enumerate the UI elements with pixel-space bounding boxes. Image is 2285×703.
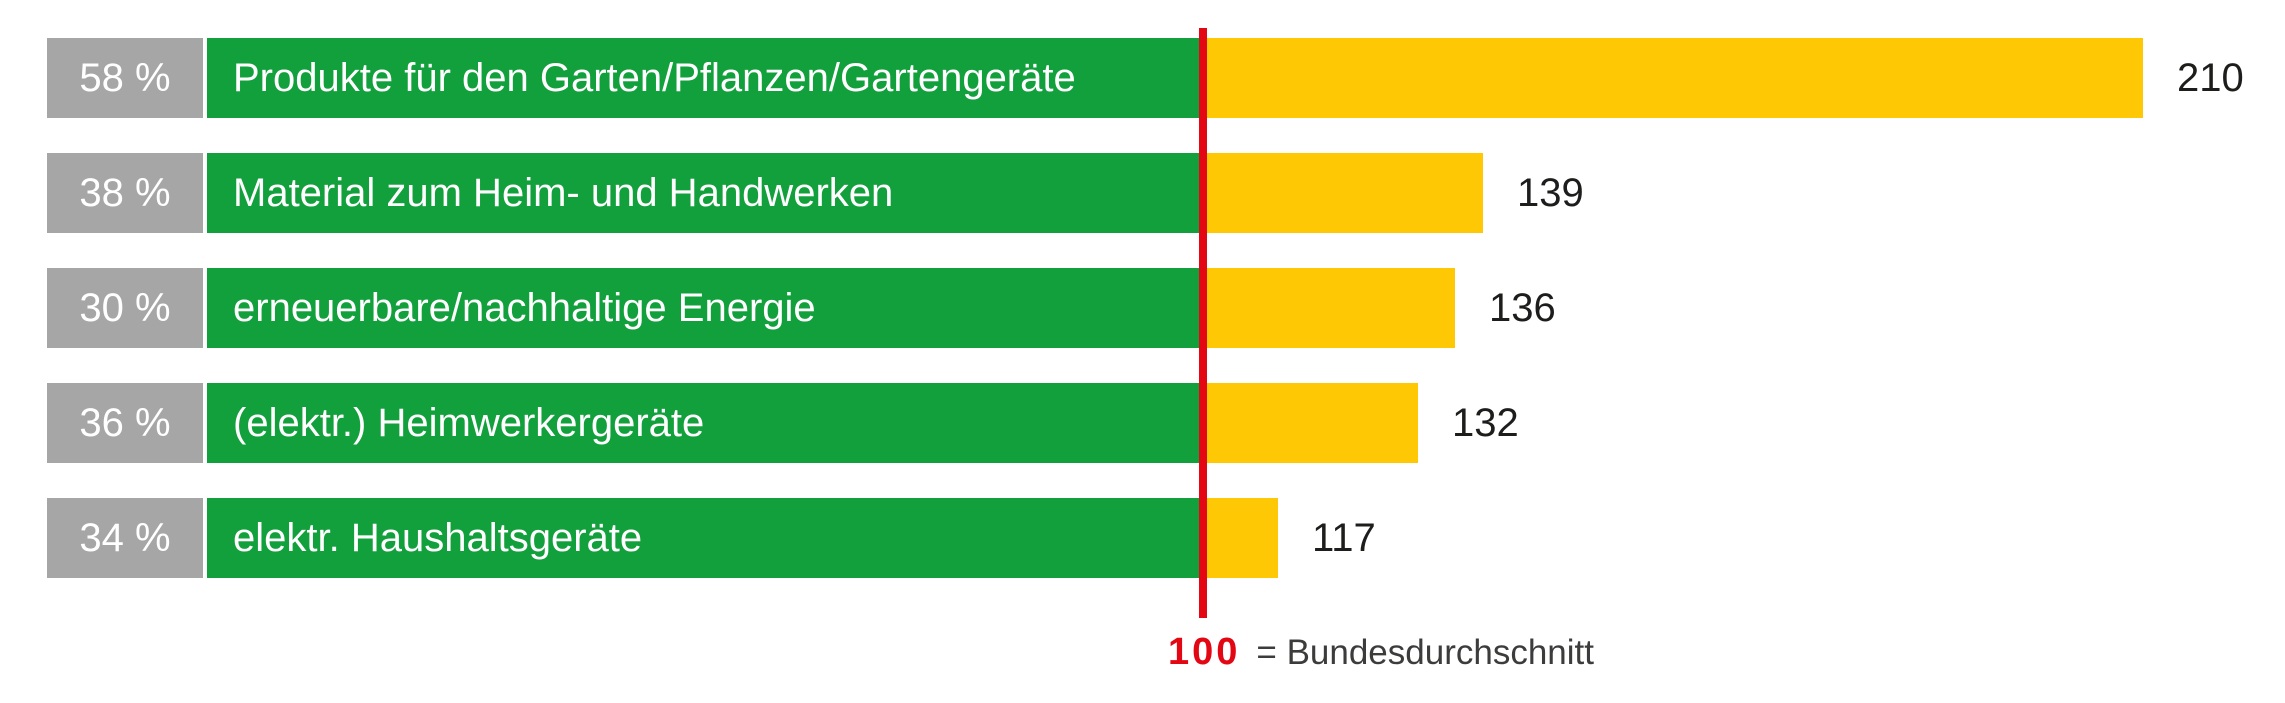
percent-box: 34 % <box>47 498 203 578</box>
percent-box: 58 % <box>47 38 203 118</box>
index-bar-wrap: 210 <box>1207 38 2244 118</box>
index-bar <box>1207 498 1278 578</box>
category-label: erneuerbare/nachhaltige Energie <box>233 286 816 330</box>
chart-row: 58 % Produkte für den Garten/Pflanzen/Ga… <box>0 38 2285 118</box>
category-label: (elektr.) Heimwerkergeräte <box>233 401 705 445</box>
percent-label: 58 % <box>79 56 171 100</box>
percent-label: 38 % <box>79 171 171 215</box>
index-bar-wrap: 132 <box>1207 383 1519 463</box>
index-bar-wrap: 139 <box>1207 153 1584 233</box>
chart-row: 36 % (elektr.) Heimwerkergeräte 132 <box>0 383 2285 463</box>
index-bar <box>1207 268 1455 348</box>
index-bar-wrap: 136 <box>1207 268 1556 348</box>
index-value: 210 <box>2177 56 2244 100</box>
index-value: 117 <box>1312 516 1376 560</box>
percent-label: 36 % <box>79 401 171 445</box>
reference-line-100 <box>1199 28 1207 618</box>
reference-legend: 100 = Bundesdurchschnitt <box>1168 633 1594 671</box>
reference-text-label: = Bundesdurchschnitt <box>1256 633 1594 672</box>
index-bar <box>1207 153 1483 233</box>
index-bar <box>1207 38 2143 118</box>
percent-label: 30 % <box>79 286 171 330</box>
category-bar: Material zum Heim- und Handwerken <box>207 153 1199 233</box>
index-bar-wrap: 117 <box>1207 498 1376 578</box>
percent-label: 34 % <box>79 516 171 560</box>
index-value: 132 <box>1452 401 1519 445</box>
reference-value-label: 100 <box>1168 631 1241 673</box>
category-bar: erneuerbare/nachhaltige Energie <box>207 268 1199 348</box>
percent-box: 30 % <box>47 268 203 348</box>
index-value: 139 <box>1517 171 1584 215</box>
category-bar: (elektr.) Heimwerkergeräte <box>207 383 1199 463</box>
category-bar: Produkte für den Garten/Pflanzen/Garteng… <box>207 38 1199 118</box>
category-label: Material zum Heim- und Handwerken <box>233 171 894 215</box>
chart-row: 30 % erneuerbare/nachhaltige Energie 136 <box>0 268 2285 348</box>
category-bar: elektr. Haushaltsgeräte <box>207 498 1199 578</box>
percent-box: 38 % <box>47 153 203 233</box>
category-label: Produkte für den Garten/Pflanzen/Garteng… <box>233 56 1076 100</box>
index-bar <box>1207 383 1418 463</box>
index-value: 136 <box>1489 286 1556 330</box>
percent-box: 36 % <box>47 383 203 463</box>
chart-row: 34 % elektr. Haushaltsgeräte 117 <box>0 498 2285 578</box>
chart-row: 38 % Material zum Heim- und Handwerken 1… <box>0 153 2285 233</box>
category-label: elektr. Haushaltsgeräte <box>233 516 643 560</box>
